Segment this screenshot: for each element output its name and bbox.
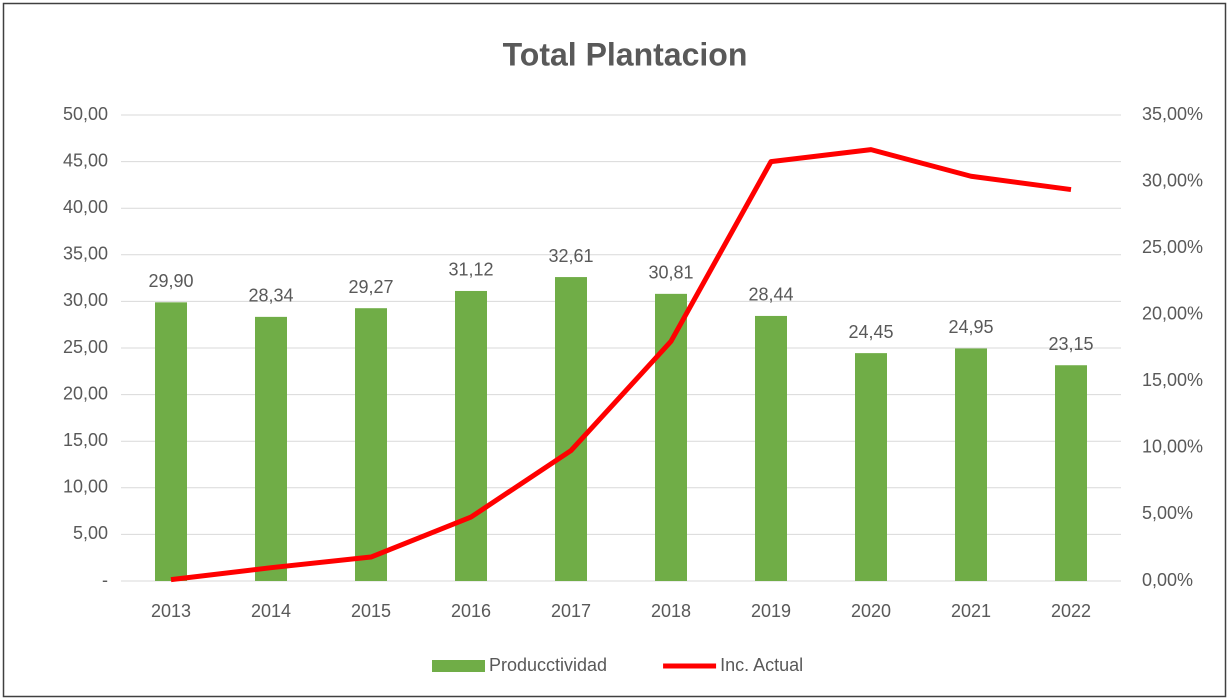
data-label: 28,34 — [248, 286, 293, 306]
y2-tick-label: 35,00% — [1142, 104, 1203, 124]
x-tick-label: 2021 — [951, 601, 991, 621]
bar — [455, 290, 487, 581]
y-tick-label: 30,00 — [63, 290, 108, 310]
x-tick-label: 2020 — [851, 601, 891, 621]
bar — [955, 348, 987, 581]
data-label: 29,90 — [148, 271, 193, 291]
y-tick-label: 15,00 — [63, 430, 108, 450]
x-tick-label: 2018 — [651, 601, 691, 621]
x-tick-label: 2017 — [551, 601, 591, 621]
data-label: 28,44 — [748, 285, 793, 305]
y-tick-label: 40,00 — [63, 197, 108, 217]
y-tick-label: 10,00 — [63, 477, 108, 497]
x-tick-label: 2013 — [151, 601, 191, 621]
y-tick-label: 25,00 — [63, 337, 108, 357]
bar — [1055, 365, 1087, 581]
data-label: 32,61 — [548, 246, 593, 266]
data-label: 30,81 — [648, 263, 693, 283]
y2-tick-label: 5,00% — [1142, 503, 1193, 523]
data-label: 24,45 — [848, 322, 893, 342]
legend-swatch — [432, 660, 485, 672]
y-tick-label: - — [102, 570, 108, 590]
legend-label: Producctividad — [489, 655, 607, 675]
line — [170, 147, 1072, 583]
bar — [855, 353, 887, 581]
bar — [755, 315, 787, 581]
x-tick-label: 2022 — [1051, 601, 1091, 621]
y2-tick-label: 30,00% — [1142, 170, 1203, 190]
chart-title: Total Plantacion — [503, 36, 748, 72]
y2-tick-label: 20,00% — [1142, 303, 1203, 323]
bar — [155, 302, 187, 581]
y-tick-label: 35,00 — [63, 244, 108, 264]
y2-tick-label: 10,00% — [1142, 437, 1203, 457]
y-tick-label: 45,00 — [63, 150, 108, 170]
data-label: 24,95 — [948, 317, 993, 337]
data-label: 29,27 — [348, 277, 393, 297]
y-tick-label: 5,00 — [73, 523, 108, 543]
y-tick-label: 50,00 — [63, 104, 108, 124]
x-tick-label: 2014 — [251, 601, 291, 621]
y2-tick-label: 0,00% — [1142, 570, 1193, 590]
x-tick-label: 2015 — [351, 601, 391, 621]
y2-tick-label: 25,00% — [1142, 237, 1203, 257]
y-tick-label: 20,00 — [63, 383, 108, 403]
bar — [355, 308, 387, 581]
x-tick-label: 2016 — [451, 601, 491, 621]
bar — [555, 277, 587, 581]
data-label: 23,15 — [1048, 334, 1093, 354]
x-tick-label: 2019 — [751, 601, 791, 621]
data-label: 31,12 — [448, 260, 493, 280]
legend-label: Inc. Actual — [720, 655, 803, 675]
bar — [255, 316, 287, 581]
y2-tick-label: 15,00% — [1142, 370, 1203, 390]
